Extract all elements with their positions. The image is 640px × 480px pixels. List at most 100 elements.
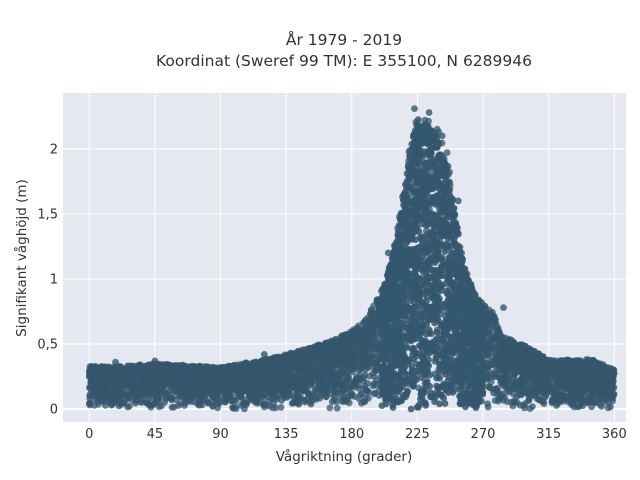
data-point [232,380,239,388]
data-point [510,372,518,379]
data-point [283,383,291,391]
data-point [355,358,362,366]
data-point [512,377,520,385]
data-point [527,388,534,396]
data-point [541,393,549,401]
data-point [147,380,155,388]
data-point [204,399,212,407]
data-point [94,398,102,405]
data-point [530,374,538,382]
data-point [497,376,505,384]
data-point [360,338,367,346]
data-point [244,386,252,393]
data-point [183,368,191,376]
data-point [487,378,495,386]
data-point [368,329,376,337]
data-point [500,364,508,372]
data-point [307,379,315,387]
data-point [365,355,373,363]
data-point [317,391,324,399]
data-point [597,390,605,398]
data-point [570,392,578,400]
data-point [326,362,334,370]
data-point [516,401,524,409]
data-point [100,397,108,405]
data-point [523,378,531,386]
data-point [244,375,251,383]
data-point [237,401,245,409]
data-point [277,385,285,393]
data-point [356,371,363,379]
data-point [549,389,557,397]
data-point [155,386,163,394]
data-point [360,398,368,406]
data-point [155,403,163,411]
chart-subtitle: Koordinat (Sweref 99 TM): E 355100, N 62… [156,52,532,70]
chart-title: År 1979 - 2019 [286,30,402,49]
data-point [364,387,371,395]
data-point [367,307,375,315]
data-point [262,391,270,398]
data-point [484,403,492,411]
data-point [136,398,144,406]
data-point [198,401,206,409]
data-point [286,390,293,398]
data-point [322,380,330,388]
data-point [340,394,347,402]
data-point [355,381,362,389]
data-point [109,401,116,408]
data-point [311,363,319,371]
data-point [360,377,368,385]
data-point [277,404,285,411]
data-point [362,366,369,374]
data-point [332,381,339,389]
data-point [304,390,312,397]
data-point [270,394,278,402]
data-point [425,117,432,125]
data-point [591,399,599,407]
data-point [107,391,115,398]
data-point [346,362,354,370]
data-point [238,375,246,383]
data-point [315,342,323,350]
data-point [595,361,603,368]
data-point [501,393,508,401]
data-point [160,378,168,386]
scatter-points [85,105,618,413]
data-point [339,368,347,376]
data-point [171,388,179,396]
data-point [86,391,94,398]
data-point [326,371,334,378]
data-point [125,402,133,410]
data-point [170,403,178,411]
data-point [590,356,597,364]
data-point [326,404,334,412]
data-point [112,377,120,384]
data-point [331,389,339,397]
data-point [271,387,279,395]
data-point [286,349,294,357]
data-point [335,374,342,382]
data-point [538,379,546,387]
data-point [556,389,563,396]
data-point [548,396,556,403]
data-point [525,396,533,404]
data-point [491,368,498,376]
data-point [568,366,576,374]
data-point [563,375,570,383]
data-point [86,373,93,380]
data-point [359,353,367,361]
data-point [604,366,612,373]
data-point [510,339,518,347]
data-point [220,395,228,402]
data-point [291,395,298,403]
data-point [490,386,497,393]
data-point [551,359,559,367]
data-point [519,373,526,381]
data-point [178,384,185,392]
data-point [344,376,352,384]
data-point [164,364,172,371]
data-point [315,383,323,391]
data-point [527,357,535,364]
